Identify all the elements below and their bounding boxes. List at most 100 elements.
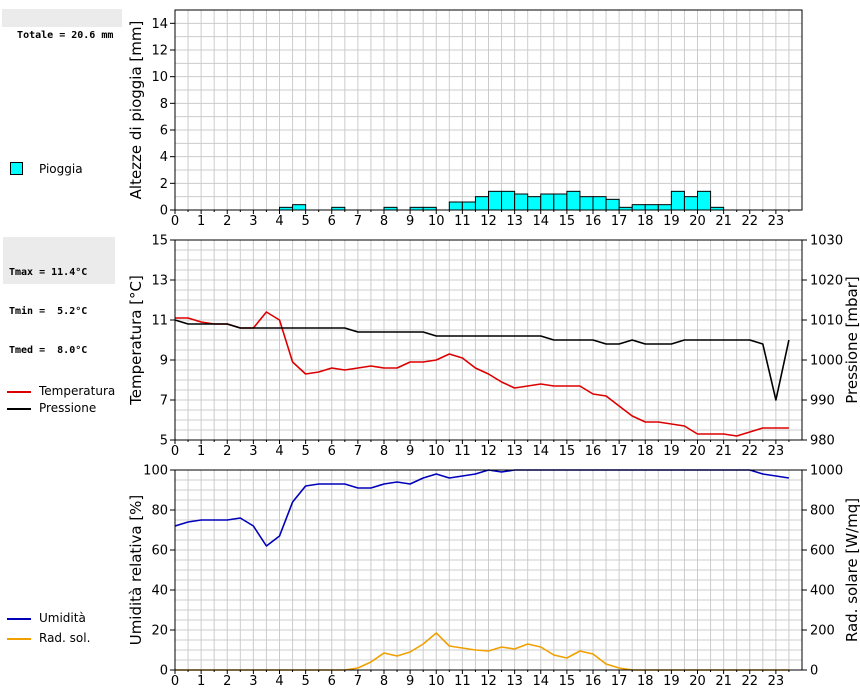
rain-total-text: Totale = 20.6 mm [17,30,114,41]
y-tick-label: 9 [160,354,168,369]
x-tick-label: 17 [611,674,628,689]
y-tick-label: 12 [151,44,168,59]
y2-axis-label: Pressione [mbar] [843,276,860,404]
y2-tick-label: 400 [810,584,835,599]
x-tick-label: 6 [328,214,336,229]
rain-bar [683,196,698,211]
temperature-legend-label: Temperatura [39,384,116,398]
rain-bar [553,193,568,211]
rain-bar [540,193,555,211]
rain-legend-label: Pioggia [39,162,83,176]
x-tick-label: 1 [197,444,205,459]
pressure-legend-label: Pressione [39,401,97,415]
x-tick-label: 14 [532,214,549,229]
x-tick-label: 0 [171,214,179,229]
temperature-line [175,311,789,437]
x-tick-label: 23 [768,444,785,459]
x-tick-label: 15 [559,674,576,689]
rain-bar [592,196,607,211]
y2-tick-label: 1000 [810,354,843,369]
x-tick-label: 17 [611,444,628,459]
y-tick-label: 2 [160,177,168,192]
y2-tick-label: 800 [810,504,835,519]
x-tick-label: 10 [428,674,445,689]
x-tick-label: 18 [637,214,654,229]
x-tick-label: 0 [171,674,179,689]
x-tick-label: 18 [637,444,654,459]
x-tick-label: 6 [328,444,336,459]
y-tick-label: 5 [160,434,168,449]
y-tick-label: 8 [160,97,168,112]
rain-bar [566,190,581,211]
y-tick-label: 100 [143,464,168,479]
y2-tick-label: 1020 [810,274,843,289]
x-tick-label: 3 [249,214,257,229]
x-tick-label: 15 [559,214,576,229]
x-tick-label: 8 [380,444,388,459]
x-tick-label: 11 [454,444,471,459]
y-tick-label: 15 [151,234,168,249]
x-tick-label: 3 [249,444,257,459]
solar-legend-swatch [7,638,31,640]
y-axis-label: Temperatura [°C] [127,275,145,406]
x-tick-label: 2 [223,214,231,229]
x-tick-label: 13 [506,444,523,459]
x-tick-label: 9 [406,444,414,459]
x-tick-label: 1 [197,214,205,229]
y2-tick-label: 200 [810,624,835,639]
y2-tick-label: 600 [810,544,835,559]
y2-axis-label: Rad. solare [W/mq] [843,498,860,642]
y-tick-label: 60 [151,544,168,559]
x-tick-label: 2 [223,444,231,459]
x-tick-label: 8 [380,674,388,689]
x-tick-label: 7 [354,214,362,229]
humidity-legend-swatch [7,618,31,620]
y2-tick-label: 0 [810,664,818,679]
x-tick-label: 4 [275,444,283,459]
pressure-line [174,319,790,401]
x-tick-label: 21 [715,214,732,229]
x-tick-label: 18 [637,674,654,689]
temperature-summary-box: Tmax = 11.4°C Tmin = 5.2°C Tmed = 8.0°C [3,237,115,356]
x-tick-label: 5 [301,444,309,459]
x-tick-label: 16 [585,444,602,459]
x-tick-label: 5 [301,214,309,229]
y-axis-label: Altezze di pioggia [mm] [127,21,145,200]
x-tick-label: 12 [480,674,497,689]
rain-bar [488,190,503,211]
y-tick-label: 7 [160,394,168,409]
x-tick-label: 6 [328,674,336,689]
y-tick-label: 0 [160,664,168,679]
solar-legend-label: Rad. sol. [39,631,91,645]
rain-bar [501,190,516,211]
rain-bar [474,196,489,211]
x-tick-label: 4 [275,674,283,689]
tmax-text: Tmax = 11.4°C [9,267,88,278]
y2-tick-label: 990 [810,394,835,409]
y-axis-label: Umidità relativa [%] [127,495,145,646]
y-tick-label: 80 [151,504,168,519]
x-tick-label: 20 [689,674,706,689]
x-tick-label: 15 [559,444,576,459]
pressure-legend-swatch [7,408,31,410]
x-tick-label: 12 [480,214,497,229]
x-tick-label: 23 [768,214,785,229]
x-tick-label: 22 [741,444,758,459]
x-tick-label: 8 [380,214,388,229]
x-tick-label: 0 [171,444,179,459]
x-tick-label: 20 [689,444,706,459]
x-tick-label: 16 [585,214,602,229]
x-tick-label: 5 [301,674,309,689]
y-tick-label: 6 [160,124,168,139]
y2-tick-label: 1000 [810,464,843,479]
y-tick-label: 14 [151,17,168,32]
rain-bar [292,204,307,211]
y-tick-label: 20 [151,624,168,639]
x-tick-label: 12 [480,444,497,459]
x-tick-label: 7 [354,674,362,689]
x-tick-label: 21 [715,444,732,459]
x-tick-label: 10 [428,444,445,459]
